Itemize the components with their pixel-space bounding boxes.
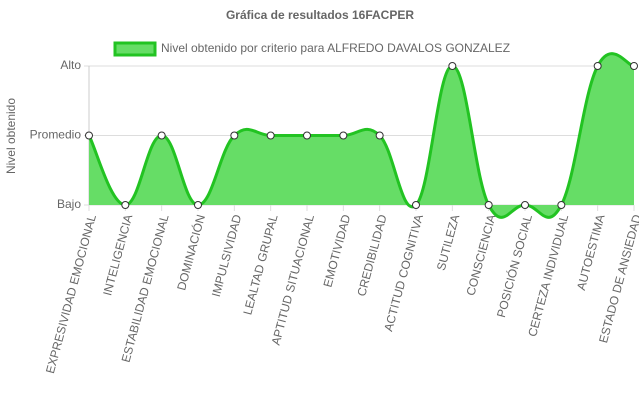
point — [557, 201, 566, 209]
x-tick-label: ACTITUD COGNITIVA — [381, 213, 426, 333]
legend-swatch — [113, 41, 157, 57]
y-tick-label: Promedio — [30, 128, 82, 142]
y-axis-label: Nivel obtenido — [4, 98, 18, 174]
x-tick-label: EXPRESIVIDAD EMOCIONAL — [43, 213, 99, 375]
point — [230, 131, 239, 140]
point — [375, 131, 384, 140]
x-tick-label: CREDIBILIDAD — [354, 213, 389, 298]
y-tick-label: Alto — [60, 58, 81, 72]
chart-title: Gráfica de resultados 16FACPER — [226, 8, 414, 22]
point — [521, 201, 529, 209]
x-tick-label: LEALTAD GRUPAL — [240, 213, 280, 317]
point — [412, 201, 420, 209]
x-tick-label: CERTEZA INDIVIDUAL — [525, 213, 571, 338]
point — [266, 131, 275, 140]
point — [194, 201, 202, 209]
x-tick-label: POSICIÓN SOCIAL — [493, 212, 535, 319]
legend-label: Nivel obtenido por criterio para ALFREDO… — [161, 41, 510, 55]
x-tick-label: IMPULSIVIDAD — [209, 213, 245, 299]
point — [484, 201, 493, 209]
area — [89, 53, 634, 218]
x-tick-label: SUTILEZA — [434, 213, 462, 272]
point — [448, 62, 457, 70]
x-tick-label: DOMINACIÓN — [173, 213, 208, 292]
point — [303, 131, 311, 140]
x-tick-label: AUTOESTIMA — [574, 213, 608, 292]
y-tick-label: Bajo — [57, 197, 81, 211]
point — [593, 62, 602, 70]
point — [85, 131, 93, 140]
point — [630, 62, 638, 70]
point — [339, 131, 348, 140]
point — [157, 131, 166, 140]
x-tick-label: EMOTIVIDAD — [320, 213, 353, 289]
x-tick-label: INTELIGENCIA — [100, 213, 135, 297]
x-tick-label: CONSCIENCIA — [464, 213, 499, 297]
point — [121, 201, 130, 209]
